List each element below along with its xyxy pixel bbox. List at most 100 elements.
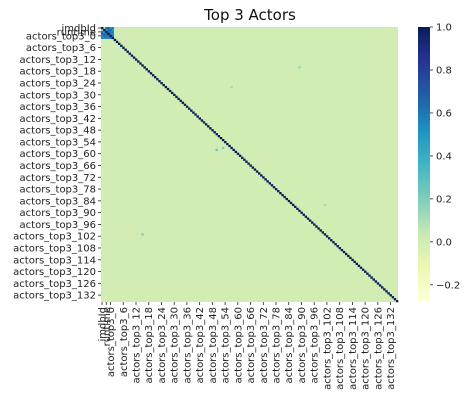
heatmap-diagonal-cell bbox=[226, 142, 229, 146]
x-tick-label: actors_top3_54 bbox=[221, 307, 232, 383]
heatmap-diagonal-cell bbox=[109, 34, 112, 38]
y-tick-label: imdbId bbox=[61, 23, 96, 34]
heatmap-cell bbox=[105, 36, 108, 39]
x-tick-label: actors_top3_6 bbox=[119, 307, 130, 377]
heatmap-diagonal-cell bbox=[311, 221, 314, 224]
heatmap-diagonal-cell bbox=[264, 178, 267, 181]
heatmap-diagonal-cell bbox=[198, 117, 202, 120]
y-tick-label: actors_top3_78 bbox=[20, 185, 96, 196]
heatmap-diagonal-cell bbox=[243, 158, 246, 161]
heatmap-diagonal-cell bbox=[105, 30, 108, 34]
heatmap-cell bbox=[103, 32, 106, 36]
heatmap-diagonal-cell bbox=[187, 107, 191, 110]
y-tick-label: actors_top3_96 bbox=[20, 220, 96, 231]
heatmap-diagonal-cell bbox=[156, 78, 159, 81]
heatmap-cell bbox=[298, 66, 301, 69]
heatmap-diagonal-cell bbox=[249, 164, 252, 167]
heatmap-diagonal-cell bbox=[364, 270, 367, 273]
heatmap-diagonal-cell bbox=[128, 52, 131, 55]
heatmap-cell bbox=[101, 30, 104, 34]
colorbar-tick-label: 0.6 bbox=[436, 108, 452, 119]
heatmap-diagonal-cell bbox=[332, 241, 335, 244]
heatmap-diagonal-cell bbox=[272, 186, 276, 189]
heatmap-diagonal-cell bbox=[253, 168, 257, 171]
heatmap-diagonal-cell bbox=[279, 192, 282, 195]
heatmap-cell bbox=[111, 32, 114, 36]
heatmap-diagonal-cell bbox=[283, 195, 286, 199]
heatmap-cell bbox=[103, 34, 106, 38]
heatmap-diagonal-cell bbox=[268, 182, 272, 185]
heatmap-diagonal-cell bbox=[230, 146, 233, 150]
heatmap-diagonal-cell bbox=[179, 99, 182, 102]
y-tick-label: actors_top3_120 bbox=[13, 267, 96, 278]
x-tick-label: actors_top3_24 bbox=[157, 307, 168, 383]
heatmap-cell bbox=[109, 36, 112, 39]
heatmap-diagonal-cell bbox=[149, 72, 153, 75]
heatmap-diagonal-cell bbox=[139, 62, 142, 65]
heatmap-diagonal-cell bbox=[327, 237, 331, 240]
y-tick-label: actors_top3_90 bbox=[20, 208, 96, 219]
heatmap-cell bbox=[109, 32, 112, 36]
x-tick-label: actors_top3_36 bbox=[182, 307, 193, 383]
heatmap-diagonal-cell bbox=[194, 113, 197, 116]
plot-area bbox=[101, 27, 399, 303]
heatmap-diagonal-cell bbox=[274, 188, 278, 191]
heatmap-diagonal-cell bbox=[183, 103, 187, 106]
heatmap-cell bbox=[101, 36, 104, 39]
x-tick-label: actors_top3_0 bbox=[106, 307, 117, 377]
heatmap-diagonal-cell bbox=[319, 229, 322, 232]
y-tick-label: actors_top3_42 bbox=[20, 114, 96, 125]
heatmap-cell bbox=[101, 32, 104, 36]
heatmap-diagonal-cell bbox=[285, 197, 288, 201]
colorbar-tick-label: 1.0 bbox=[436, 23, 452, 34]
x-tick-label: actors_top3_108 bbox=[335, 307, 346, 390]
heatmap-cell bbox=[103, 30, 106, 34]
heatmap-diagonal-cell bbox=[383, 288, 386, 291]
heatmap-diagonal-cell bbox=[296, 207, 299, 210]
heatmap-diagonal-cell bbox=[289, 201, 293, 205]
heatmap-diagonal-cell bbox=[353, 260, 356, 264]
heatmap-cell bbox=[111, 28, 114, 32]
heatmap-diagonal-cell bbox=[181, 101, 185, 104]
heatmap-diagonal-cell bbox=[151, 74, 155, 77]
heatmap-diagonal-cell bbox=[232, 148, 235, 152]
heatmap-diagonal-cell bbox=[270, 184, 274, 187]
heatmap-diagonal-cell bbox=[351, 258, 354, 262]
heatmap-cell bbox=[105, 28, 108, 32]
heatmap-diagonal-cell bbox=[393, 298, 397, 301]
colorbar-tick-label: 0.8 bbox=[436, 65, 452, 76]
heatmap-diagonal-cell bbox=[330, 239, 333, 242]
heatmap-diagonal-cell bbox=[389, 294, 392, 297]
colorbar-tick-label: 0.0 bbox=[436, 237, 452, 248]
x-tick-label: actors_top3_60 bbox=[233, 307, 244, 383]
heatmap-diagonal-cell bbox=[215, 133, 218, 136]
heatmap-cell bbox=[141, 233, 144, 236]
heatmap-cell bbox=[107, 30, 110, 34]
heatmap-diagonal-cell bbox=[321, 231, 325, 234]
heatmap-diagonal-cell bbox=[338, 247, 342, 250]
heatmap-cell bbox=[221, 146, 225, 150]
heatmap-diagonal-cell bbox=[160, 82, 163, 85]
heatmap-diagonal-cell bbox=[344, 252, 348, 256]
heatmap-cell bbox=[109, 30, 112, 34]
heatmap-diagonal-cell bbox=[111, 36, 115, 40]
heatmap-diagonal-cell bbox=[368, 274, 371, 277]
x-tick-label: actors_top3_102 bbox=[322, 307, 333, 390]
colorbar-tick-label: −0.2 bbox=[436, 280, 460, 291]
heatmap-diagonal-cell bbox=[374, 280, 378, 283]
heatmap-cell bbox=[105, 34, 108, 38]
heatmap-diagonal-cell bbox=[266, 180, 269, 183]
x-tick-label: actors_top3_84 bbox=[284, 307, 295, 383]
heatmap-diagonal-cell bbox=[241, 156, 244, 159]
heatmap-diagonal-cell bbox=[236, 152, 240, 155]
heatmap-diagonal-cell bbox=[359, 266, 363, 269]
y-tick-label: actors_top3_18 bbox=[20, 67, 96, 78]
heatmap-diagonal-cell bbox=[126, 50, 129, 53]
y-tick-label: actors_top3_126 bbox=[13, 279, 96, 290]
heatmap-diagonal-cell bbox=[168, 89, 172, 93]
y-tick-label: actors_top3_6 bbox=[26, 43, 96, 54]
x-tick-label: imdbId bbox=[98, 307, 109, 342]
heatmap-diagonal-cell bbox=[177, 97, 180, 100]
heatmap-cell bbox=[230, 85, 233, 89]
